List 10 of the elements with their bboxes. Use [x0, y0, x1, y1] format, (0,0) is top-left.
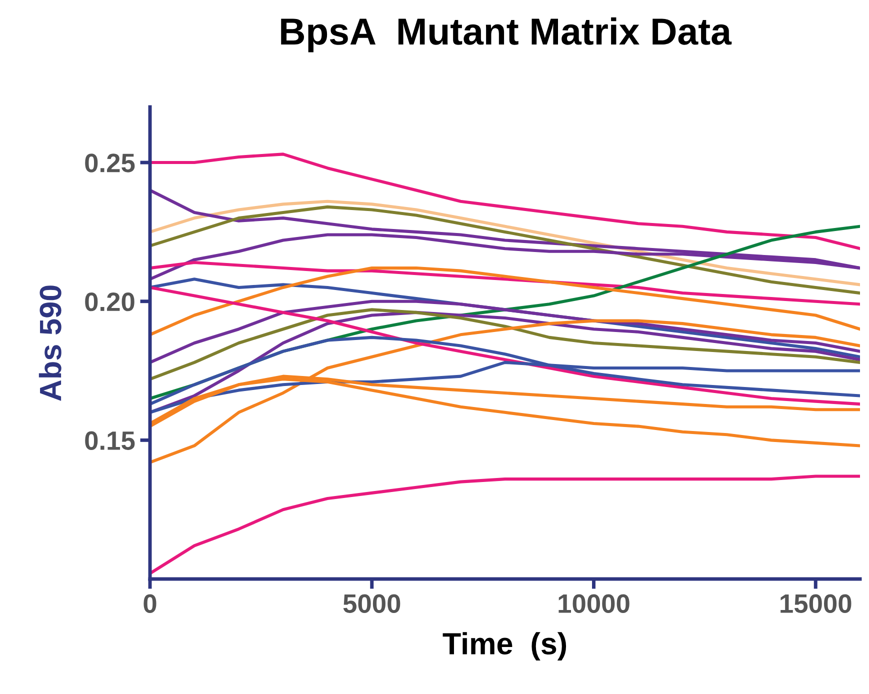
y-tick-label: 0.20	[85, 292, 134, 312]
y-tick-label: 0.15	[85, 431, 135, 450]
x-tick-label: 15000	[780, 594, 852, 613]
x-axis-title: Time (s)	[442, 632, 566, 661]
x-tick-label: 5000	[343, 594, 400, 613]
x-tick-label: 0	[144, 594, 156, 613]
chart-title: BpsA Mutant Matrix Data	[281, 17, 732, 52]
x-tick-label: 10000	[558, 594, 630, 613]
y-tick-label: 0.25	[85, 154, 135, 172]
y-axis-title: Abs 590	[38, 286, 62, 401]
